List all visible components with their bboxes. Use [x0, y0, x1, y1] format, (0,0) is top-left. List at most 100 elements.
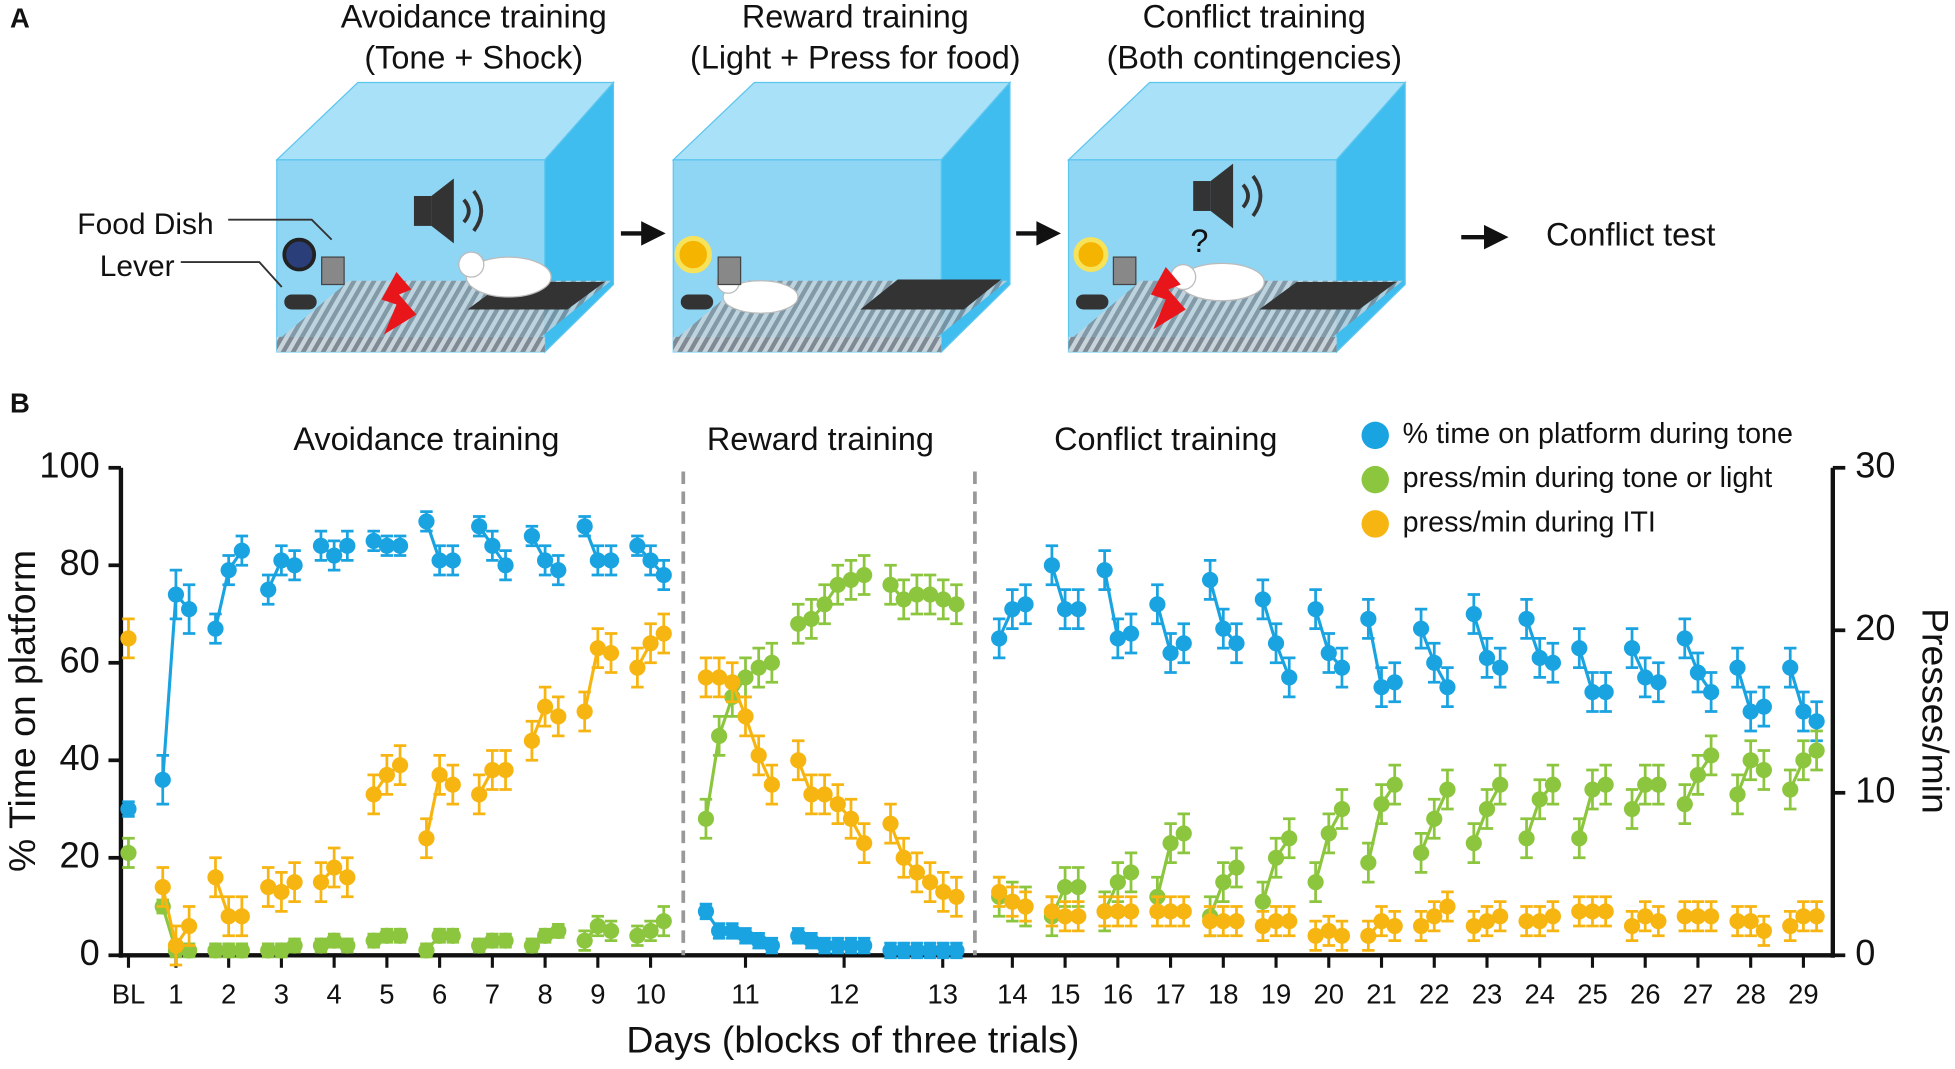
data-point — [948, 942, 965, 959]
data-point — [1755, 698, 1772, 715]
data-point — [724, 922, 741, 940]
data-point — [1623, 917, 1641, 935]
data-point — [1109, 903, 1126, 920]
data-point — [1544, 908, 1562, 925]
chamber — [275, 80, 615, 354]
data-point — [1162, 644, 1179, 662]
data-point — [1571, 903, 1588, 920]
data-point — [536, 927, 554, 944]
x-tick-label: 17 — [1155, 979, 1185, 1010]
data-point — [286, 557, 303, 574]
data-point — [1571, 830, 1588, 847]
data-point — [1149, 596, 1166, 613]
data-point — [550, 562, 567, 579]
data-point — [326, 547, 343, 564]
y-tick-label: 80 — [60, 542, 100, 583]
data-point — [1531, 649, 1548, 667]
legend-label: % time on platform during tone — [1403, 418, 1793, 450]
data-point — [1333, 927, 1351, 944]
data-point — [1320, 644, 1337, 662]
data-point — [431, 927, 448, 944]
data-point — [1254, 893, 1271, 910]
data-point — [1650, 776, 1667, 793]
data-point — [1729, 913, 1746, 930]
data-point — [829, 796, 846, 813]
data-point — [365, 532, 382, 550]
x-tick-label: 7 — [485, 979, 500, 1010]
data-point — [1109, 874, 1126, 891]
data-point — [750, 932, 767, 949]
data-point — [536, 552, 554, 569]
x-tick-label: 20 — [1314, 979, 1344, 1010]
data-point — [589, 640, 606, 657]
data-point — [550, 708, 567, 725]
data-point — [948, 888, 965, 905]
data-point — [1518, 913, 1535, 930]
data-point — [1267, 635, 1285, 652]
arrows — [620, 221, 1509, 250]
data-point — [1597, 903, 1614, 920]
data-point — [1109, 630, 1126, 647]
x-tick-label: 28 — [1735, 979, 1765, 1010]
data-point — [1333, 800, 1351, 818]
data-point — [856, 566, 873, 584]
data-point — [1584, 683, 1601, 701]
data-point — [378, 537, 395, 554]
data-point — [1742, 913, 1759, 930]
x-tick-label: 5 — [379, 979, 394, 1010]
data-point — [602, 922, 620, 940]
x-tick-label: 18 — [1208, 979, 1238, 1010]
data-point — [1386, 917, 1403, 935]
data-point — [497, 932, 514, 949]
data-point — [803, 610, 820, 628]
data-point — [167, 586, 185, 603]
data-point — [1175, 635, 1192, 652]
data-point — [1017, 898, 1034, 915]
data-point — [391, 927, 409, 944]
data-point — [642, 922, 659, 940]
data-point — [497, 761, 514, 779]
legend-label: press/min during tone or light — [1403, 462, 1773, 494]
data-point — [1096, 903, 1113, 920]
stage-subtitle: (Both contingencies) — [1107, 40, 1402, 76]
data-point — [154, 771, 171, 788]
data-point — [233, 942, 250, 959]
data-point — [1597, 683, 1614, 701]
data-point — [711, 727, 728, 745]
data-point — [1571, 640, 1588, 657]
data-point — [737, 708, 754, 725]
data-point — [1584, 781, 1601, 798]
data-point — [1808, 908, 1825, 925]
data-point — [576, 518, 593, 535]
data-point — [1439, 679, 1456, 696]
data-point — [1254, 917, 1271, 935]
x-tick-label: 4 — [327, 979, 342, 1010]
y-tick-label: 40 — [60, 737, 100, 778]
data-point — [233, 908, 250, 925]
data-point — [1307, 874, 1324, 891]
data-point — [737, 669, 754, 686]
data-point — [378, 927, 395, 944]
data-point — [1729, 786, 1746, 803]
data-point — [882, 942, 899, 959]
data-point — [1689, 664, 1707, 681]
data-point — [1175, 903, 1192, 920]
x-tick-label: 8 — [537, 979, 552, 1010]
x-tick-label: 27 — [1683, 979, 1713, 1010]
data-point — [829, 937, 846, 954]
y2-tick-label: 0 — [1855, 932, 1875, 973]
data-point — [948, 596, 965, 613]
data-point — [655, 913, 672, 930]
data-point — [523, 732, 541, 749]
data-point — [803, 932, 820, 949]
data-point — [1623, 640, 1641, 657]
data-point — [1267, 849, 1285, 866]
data-point — [444, 927, 461, 944]
data-point — [550, 922, 567, 940]
data-point — [724, 674, 741, 691]
data-point — [273, 883, 290, 901]
data-point — [882, 576, 899, 593]
y-tick-label: 20 — [60, 834, 100, 875]
y-axis-label: % Time on platform — [1, 550, 43, 872]
data-point — [1043, 557, 1061, 574]
